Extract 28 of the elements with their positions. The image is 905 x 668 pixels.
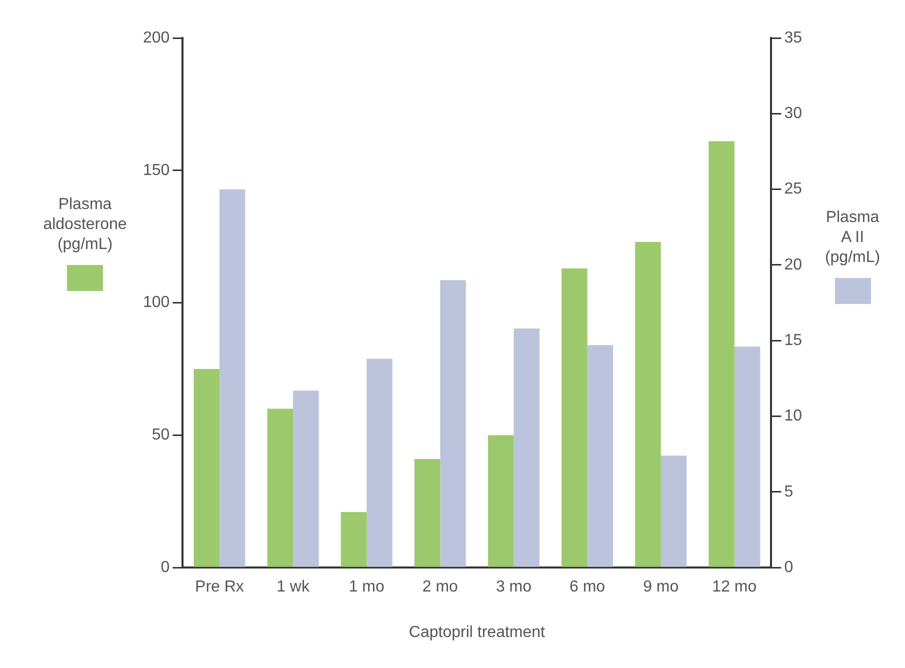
y-tick-label: 200 <box>142 29 170 46</box>
y2-axis-title: Plasma A II (pg/mL) <box>824 208 882 266</box>
y2-tick-label: 20 <box>784 256 802 274</box>
y2-tick-label: 0 <box>784 559 794 576</box>
bar <box>340 512 367 567</box>
y-axis-title: Plasma aldosterone (pg/mL) <box>42 195 128 255</box>
y2-tick-label: 5 <box>784 483 794 500</box>
y2-tick-label: 10 <box>784 408 802 425</box>
y2-tick-label: 35 <box>784 29 802 46</box>
x-tick-label: 3 mo <box>496 578 532 596</box>
x-tick-label: 2 mo <box>422 578 458 596</box>
bar <box>635 242 661 567</box>
x-tick-label: 1 wk <box>276 578 310 596</box>
bar <box>366 358 392 567</box>
x-tick-label: Pre Rx <box>195 578 244 596</box>
y-tick-label: 100 <box>142 294 170 312</box>
x-axis-title: Captopril treatment <box>408 624 546 641</box>
y2-tick-label: 25 <box>784 180 802 198</box>
y2-tick-label: 15 <box>784 332 802 350</box>
x-tick-label: 6 mo <box>570 578 606 596</box>
x-tick-label: 9 mo <box>643 578 679 596</box>
bar <box>440 280 466 567</box>
y-tick-label: 150 <box>142 162 170 179</box>
y-tick-label: 0 <box>160 559 170 576</box>
x-tick-label: 1 mo <box>348 578 384 596</box>
y2-tick-label: 30 <box>784 105 802 122</box>
x-tick-label: 12 mo <box>712 578 757 596</box>
y-tick-label: 50 <box>152 426 170 444</box>
